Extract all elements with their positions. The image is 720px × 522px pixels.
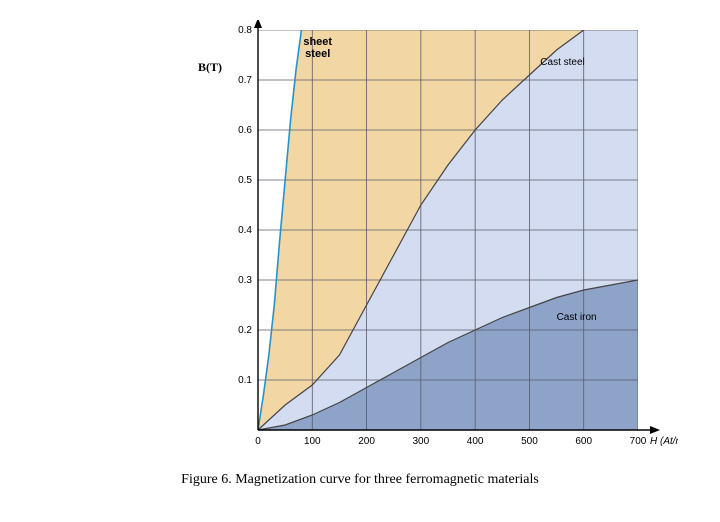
x-tick-label: 200	[358, 436, 375, 447]
series-label-cast-steel: Cast steel	[540, 57, 584, 68]
y-axis-title: B(T)	[198, 60, 222, 75]
x-tick-label: 700	[630, 436, 647, 447]
y-tick-label: 0.4	[238, 225, 252, 236]
y-tick-label: 0.6	[238, 125, 252, 136]
x-tick-label: 400	[467, 436, 484, 447]
x-tick-label: 600	[575, 436, 592, 447]
x-tick-label: 500	[521, 436, 538, 447]
y-tick-label: 0.2	[238, 325, 252, 336]
x-tick-label: 300	[413, 436, 430, 447]
y-tick-label: 0.7	[238, 75, 252, 86]
y-tick-label: 0.1	[238, 375, 252, 386]
y-tick-label: 0.8	[238, 25, 252, 36]
x-tick-label: 0	[255, 436, 261, 447]
x-tick-label: 100	[304, 436, 321, 447]
figure-caption: Figure 6. Magnetization curve for three …	[0, 472, 720, 488]
series-label-sheet-steel: steel	[305, 48, 330, 60]
x-axis-title: H (At/m)	[650, 436, 678, 447]
y-tick-label: 0.3	[238, 275, 252, 286]
series-label-sheet-steel: sheet	[303, 36, 332, 48]
y-tick-label: 0.5	[238, 175, 252, 186]
magnetization-chart: 0 100 200 300 400 500 600 700 0.1 0.2 0.3 0.4 0.5 0.6…	[228, 20, 678, 480]
series-label-cast-iron: Cast iron	[557, 312, 597, 323]
